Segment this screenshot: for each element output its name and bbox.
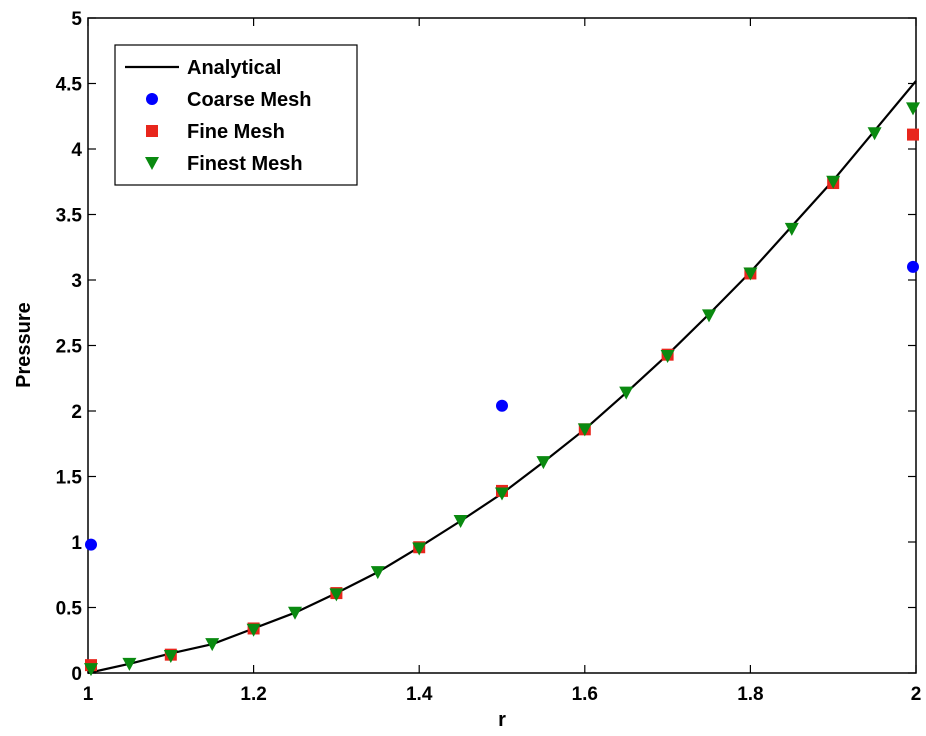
point-finest-mesh — [906, 102, 920, 116]
legend-symbol-coarse-mesh — [146, 93, 158, 105]
y-tick-label: 0.5 — [56, 599, 83, 620]
point-finest-mesh — [619, 386, 634, 400]
point-finest-mesh — [122, 657, 137, 671]
legend: Analytical Coarse Mesh Fine Mesh Finest Mes… — [114, 44, 358, 186]
legend-label-fine-mesh: Fine Mesh — [187, 121, 285, 143]
legend-marker-fine-mesh — [146, 125, 158, 137]
point-finest-mesh — [163, 649, 178, 663]
point-finest-mesh — [84, 663, 98, 677]
series-layer — [84, 80, 920, 677]
x-tick-label: 1 — [83, 684, 94, 705]
point-finest-mesh — [370, 566, 385, 580]
legend-label-finest-mesh: Finest Mesh — [187, 153, 303, 175]
y-tick-label: 3.5 — [56, 206, 83, 227]
point-finest-mesh — [702, 309, 716, 323]
y-tick-label: 0 — [71, 664, 82, 685]
point-finest-mesh — [536, 456, 551, 470]
series-coarse-mesh — [85, 260, 919, 551]
point-finest-mesh — [495, 487, 509, 501]
series-finest-mesh — [84, 102, 920, 677]
legend-symbol-fine-mesh — [146, 125, 158, 137]
point-fine-mesh — [907, 128, 919, 141]
legend-label-coarse-mesh: Coarse Mesh — [187, 89, 312, 111]
point-finest-mesh — [784, 222, 799, 236]
point-finest-mesh — [412, 542, 427, 556]
point-finest-mesh — [205, 638, 220, 652]
y-tick-label: 4.5 — [56, 75, 83, 96]
x-tick-label: 1.6 — [572, 684, 598, 705]
point-finest-mesh — [826, 175, 841, 189]
x-tick-label: 2 — [911, 684, 922, 705]
point-coarse-mesh — [85, 538, 97, 551]
point-finest-mesh — [743, 267, 758, 281]
y-tick-label: 4 — [71, 140, 82, 161]
point-finest-mesh — [453, 515, 468, 529]
point-finest-mesh — [577, 423, 592, 437]
x-tick-label: 1.8 — [737, 684, 763, 705]
x-tick-labels: 1 1.2 1.4 1.6 1.8 2 — [83, 684, 922, 705]
legend-marker-finest-mesh — [145, 157, 159, 170]
y-tick-label: 5 — [71, 9, 82, 30]
point-finest-mesh — [329, 588, 344, 602]
y-tick-labels: 0 0.5 1 1.5 2 2.5 3 3.5 4 4.5 5 — [56, 9, 83, 685]
y-tick-label: 2 — [71, 402, 82, 423]
y-tick-label: 2.5 — [56, 337, 83, 358]
point-coarse-mesh — [907, 260, 919, 273]
point-finest-mesh — [246, 623, 261, 637]
legend-label-analytical: Analytical — [187, 57, 281, 79]
point-finest-mesh — [660, 349, 675, 363]
x-axis-label: r — [498, 709, 506, 731]
x-tick-label: 1.4 — [406, 684, 433, 705]
legend-symbol-finest-mesh — [145, 157, 159, 170]
y-tick-label: 3 — [71, 271, 82, 292]
x-tick-label: 1.2 — [240, 684, 266, 705]
y-tick-label: 1.5 — [56, 468, 83, 489]
point-finest-mesh — [867, 127, 882, 141]
point-finest-mesh — [288, 606, 302, 620]
y-axis-label: Pressure — [13, 302, 35, 388]
y-tick-label: 1 — [71, 533, 82, 554]
point-coarse-mesh — [496, 399, 508, 412]
legend-marker-coarse-mesh — [146, 93, 158, 105]
